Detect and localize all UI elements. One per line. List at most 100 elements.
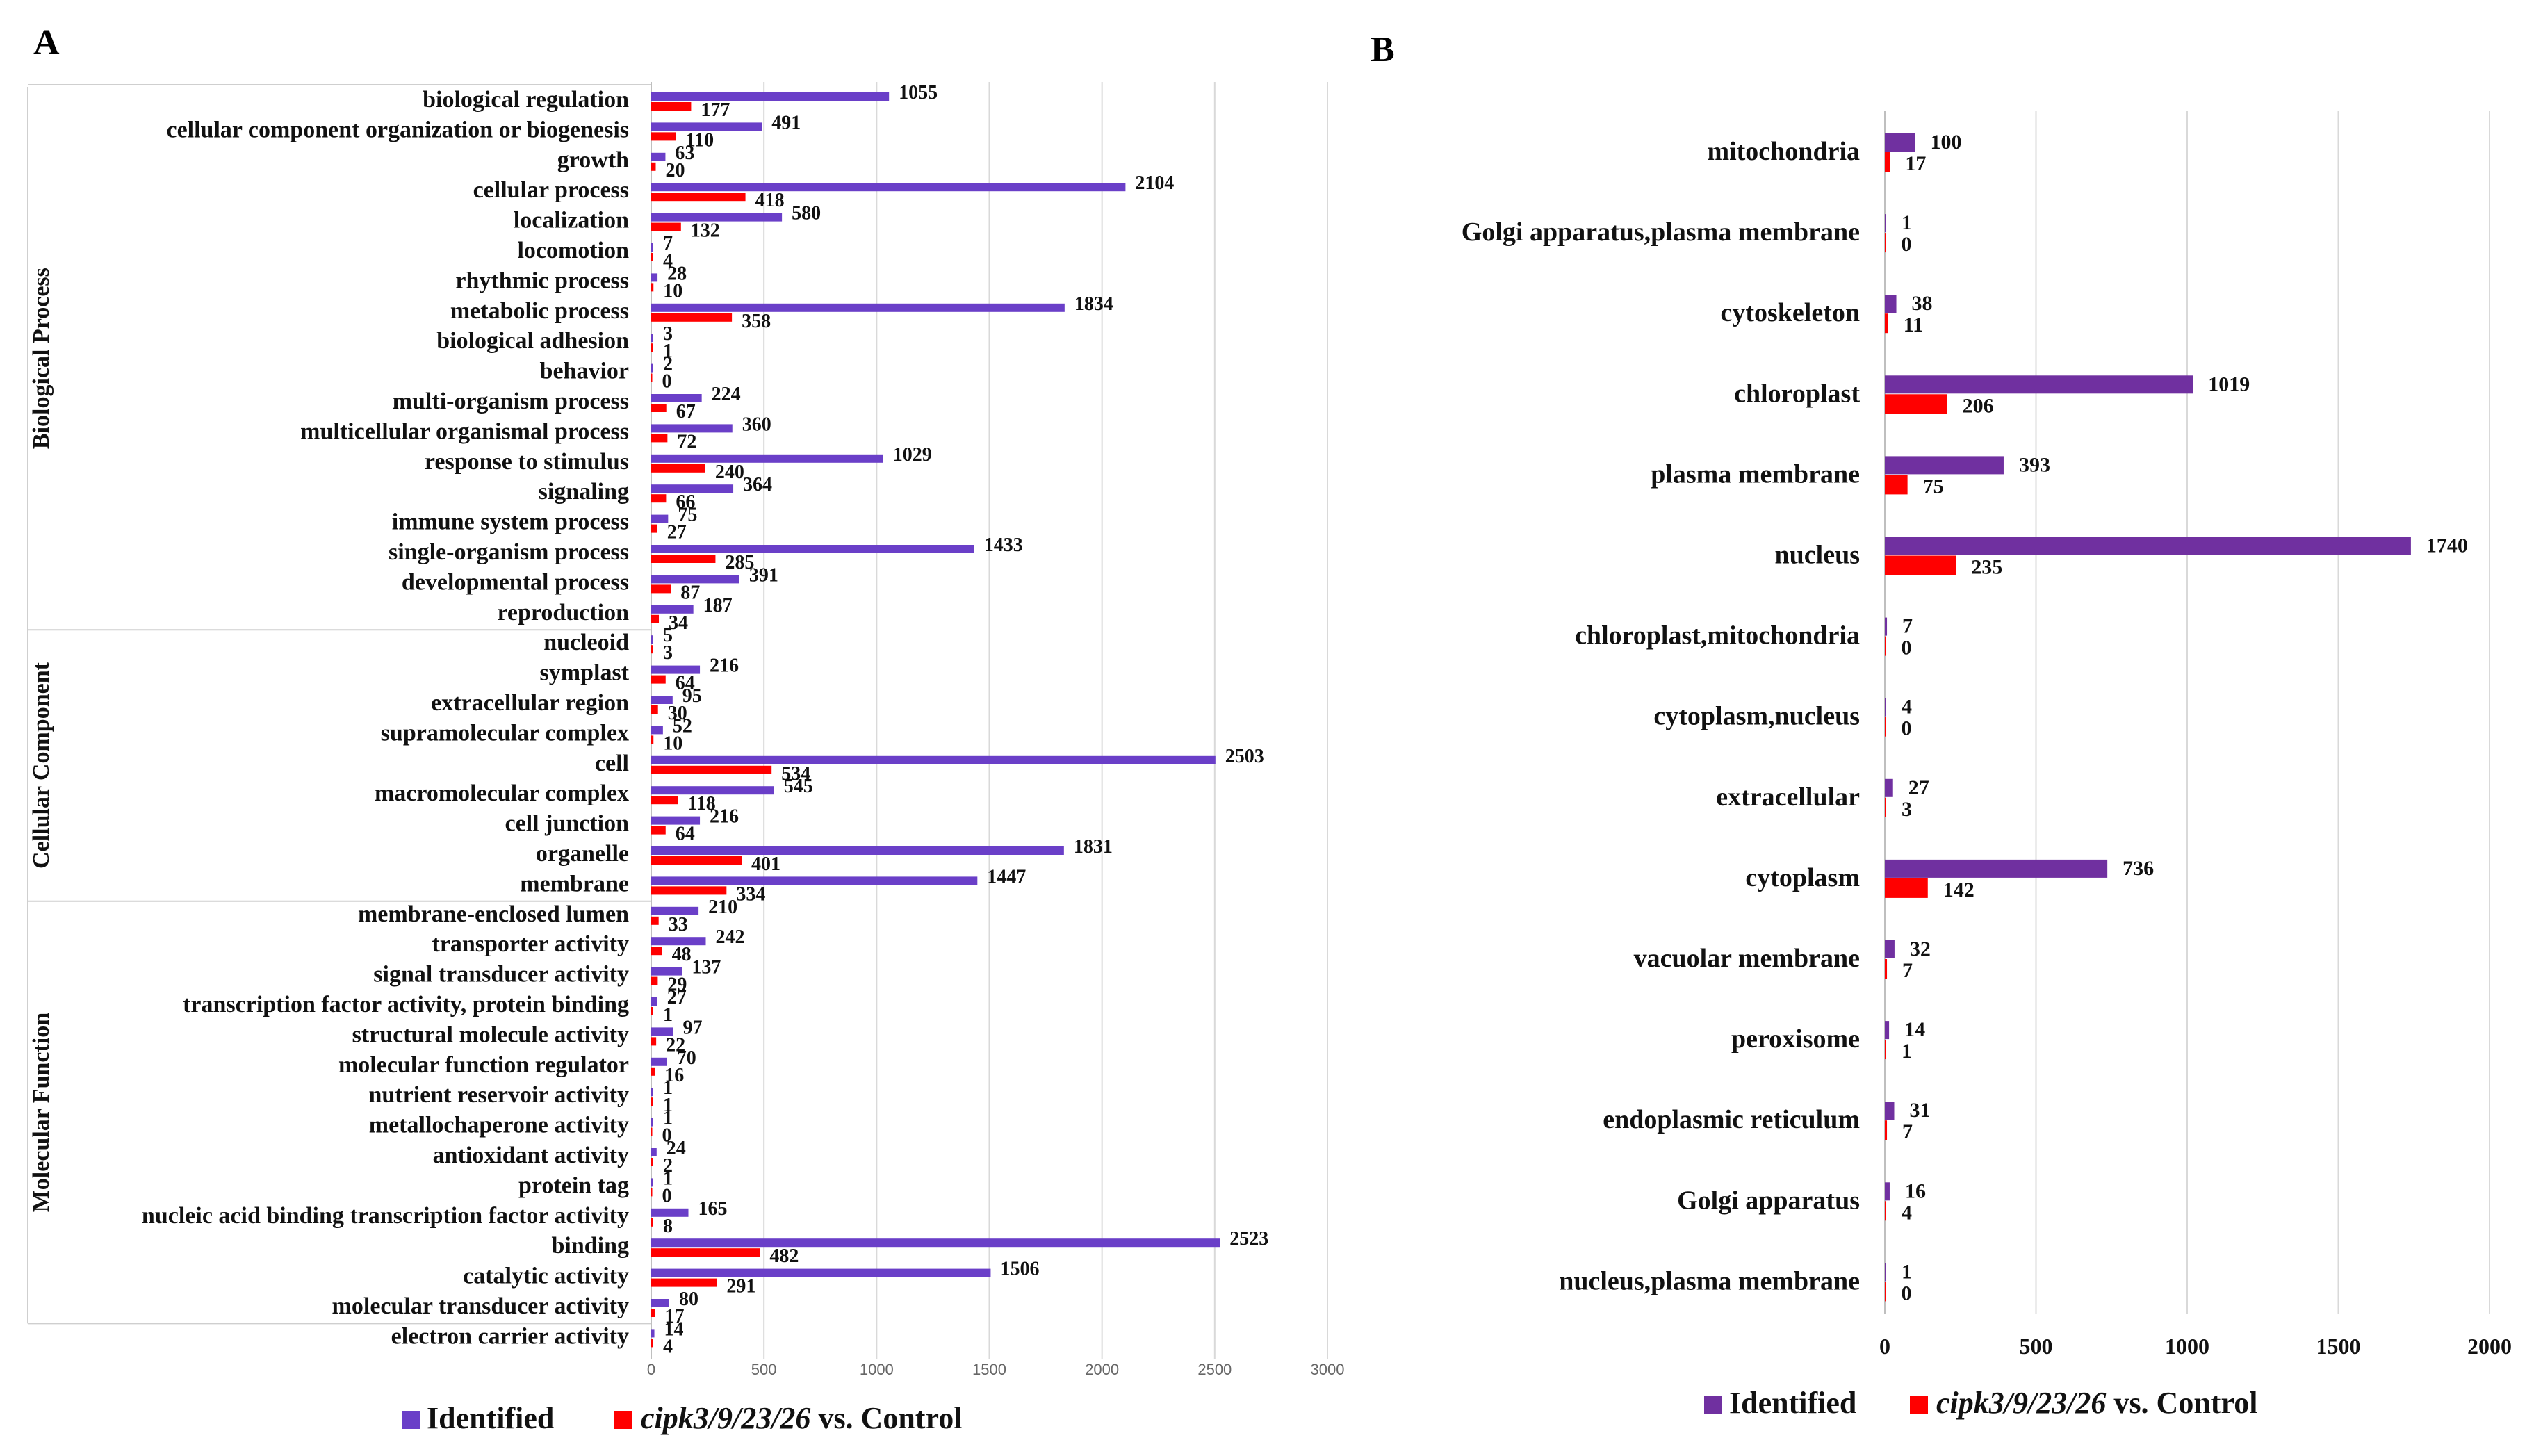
category-label: structural molecule activity	[352, 1022, 629, 1047]
value-label-identified: 1	[663, 1077, 673, 1099]
category-label: cytoskeleton	[1720, 298, 1860, 327]
category-label: multicellular organismal process	[300, 418, 629, 444]
bar-comparison	[651, 1278, 717, 1287]
value-label-comparison: 29	[667, 974, 687, 996]
bar-identified	[651, 1238, 1220, 1248]
category-label: multi-organism process	[393, 388, 629, 414]
value-label-comparison: 2	[663, 1155, 673, 1177]
category-label: symplast	[540, 660, 630, 686]
category-label: binding	[551, 1233, 629, 1259]
value-label-comparison: 7	[1902, 1120, 1913, 1143]
value-label-comparison: 1	[1902, 1040, 1912, 1063]
value-label-comparison: 66	[676, 491, 695, 513]
value-label-identified: 736	[2123, 857, 2154, 880]
bar-identified	[651, 454, 883, 463]
value-label-comparison: 418	[755, 190, 785, 211]
category-label: catalytic activity	[463, 1263, 629, 1289]
legend-a-comparison-label: cipk3/9/23/26 vs. Control	[641, 1401, 962, 1435]
bar-identified	[1885, 537, 2411, 555]
x-tick-label-a: 1000	[860, 1361, 894, 1378]
value-label-identified: 32	[1910, 938, 1931, 960]
bar-comparison	[651, 1218, 653, 1227]
bar-identified	[1885, 1263, 1886, 1282]
value-label-identified: 216	[710, 806, 739, 828]
bar-identified	[651, 906, 699, 915]
bar-comparison	[1885, 717, 1886, 737]
value-label-comparison: 0	[1902, 1282, 1912, 1304]
bar-comparison	[651, 675, 666, 684]
value-label-comparison: 30	[668, 703, 687, 724]
bar-identified	[651, 997, 657, 1006]
bar-comparison	[651, 976, 658, 985]
bar-identified	[651, 816, 701, 825]
bar-comparison	[651, 735, 654, 744]
bar-comparison	[1885, 152, 1890, 172]
value-label-comparison: 4	[663, 250, 673, 272]
category-label: Golgi apparatus	[1677, 1186, 1860, 1215]
category-label: locomotion	[517, 238, 629, 263]
value-label-identified: 491	[771, 112, 801, 133]
value-label-comparison: 0	[662, 1125, 672, 1147]
value-label-identified: 224	[712, 384, 741, 405]
bar-identified	[651, 1268, 991, 1277]
bar-identified	[651, 605, 694, 614]
bar-comparison	[1885, 233, 1886, 253]
value-label-identified: 100	[1931, 131, 1962, 154]
value-label-identified: 14	[1904, 1018, 1925, 1041]
legend-b-identified-label: Identified	[1729, 1386, 1856, 1420]
bar-comparison	[1885, 1201, 1886, 1221]
value-label-identified: 28	[667, 263, 687, 284]
category-label: single-organism process	[389, 539, 629, 565]
value-label-identified: 1740	[2426, 534, 2468, 557]
category-label: mitochondria	[1707, 137, 1860, 166]
bar-identified	[651, 92, 890, 101]
value-label-identified: 70	[677, 1047, 696, 1069]
value-label-comparison: 34	[669, 612, 688, 634]
group-label-biological-process: Biological Process	[28, 268, 54, 449]
value-label-identified: 1834	[1074, 293, 1113, 315]
legend-a-identified-swatch	[402, 1411, 420, 1429]
value-label-comparison: 334	[736, 883, 765, 905]
x-tick-label-b: 0	[1879, 1334, 1890, 1359]
bar-comparison	[651, 796, 678, 805]
bar-identified	[651, 424, 733, 433]
legend-a: Identified cipk3/9/23/26 vs. Control	[402, 1401, 962, 1435]
value-label-identified: 1831	[1074, 836, 1113, 858]
value-label-comparison: 7	[1902, 959, 1913, 982]
value-label-identified: 63	[675, 142, 694, 164]
value-label-identified: 14	[664, 1318, 684, 1340]
category-label: cellular process	[473, 177, 629, 203]
panel-label-b: B	[1371, 30, 1395, 69]
value-label-comparison: 87	[680, 582, 700, 603]
bar-comparison	[651, 1158, 653, 1166]
value-label-identified: 393	[2019, 453, 2050, 476]
bar-identified	[651, 484, 734, 493]
value-label-comparison: 0	[1902, 717, 1912, 740]
bar-identified	[651, 1329, 655, 1338]
category-label: endoplasmic reticulum	[1603, 1105, 1860, 1134]
x-tick-label-b: 1000	[2165, 1334, 2209, 1359]
bar-identified	[1885, 456, 2004, 475]
bar-comparison	[651, 555, 716, 563]
category-label: rhythmic process	[455, 268, 629, 293]
bar-comparison	[651, 1007, 653, 1015]
bar-identified	[651, 1057, 667, 1066]
value-label-comparison: 1	[663, 341, 673, 362]
bar-identified	[651, 183, 1126, 192]
bar-identified	[651, 967, 682, 976]
value-label-identified: 31	[1909, 1099, 1930, 1122]
bar-identified	[651, 334, 653, 343]
value-label-identified: 7	[663, 233, 673, 254]
value-label-comparison: 67	[676, 401, 696, 423]
category-label: cytoplasm,nucleus	[1653, 702, 1860, 731]
value-label-comparison: 132	[691, 220, 720, 242]
category-label: electron carrier activity	[391, 1323, 629, 1349]
value-label-comparison: 8	[663, 1216, 673, 1237]
value-label-identified: 2104	[1135, 172, 1174, 194]
value-label-comparison: 33	[669, 914, 688, 935]
bar-comparison	[651, 343, 653, 352]
value-label-comparison: 10	[663, 280, 682, 302]
bar-identified	[651, 1148, 657, 1156]
value-label-comparison: 75	[1923, 475, 1944, 498]
value-label-comparison: 534	[781, 763, 810, 785]
